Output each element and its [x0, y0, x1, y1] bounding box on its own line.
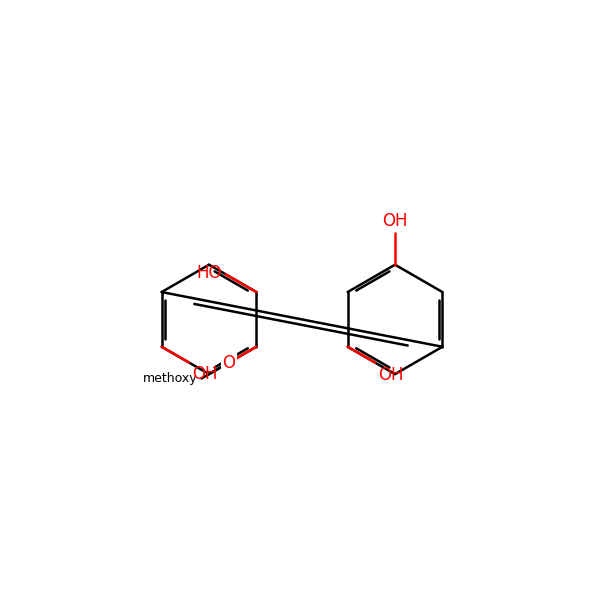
Text: HO: HO [197, 264, 223, 282]
Text: OH: OH [193, 365, 218, 383]
Text: OH: OH [379, 366, 404, 384]
Text: O: O [223, 353, 235, 371]
Text: OH: OH [382, 212, 408, 230]
Text: methoxy: methoxy [142, 372, 197, 385]
